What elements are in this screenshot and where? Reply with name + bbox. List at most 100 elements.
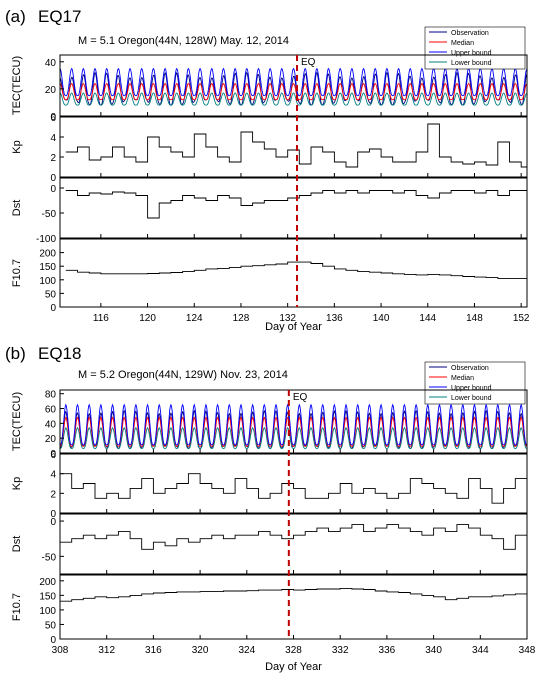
series-kp xyxy=(65,123,527,168)
y-axis-label: Kp xyxy=(11,140,23,153)
subplot-dst: -50 0 Dst xyxy=(11,513,528,575)
series-f107 xyxy=(65,261,527,279)
y-tick-label: 0 xyxy=(50,303,56,314)
y-axis-label: F10.7 xyxy=(11,259,23,287)
series-upper-bound xyxy=(60,67,527,97)
panel-label: (b) xyxy=(5,344,26,363)
x-tick-label: 336 xyxy=(379,645,396,656)
y-axis-label: F10.7 xyxy=(11,593,23,621)
series-kp xyxy=(60,473,527,504)
y-tick-label: 200 xyxy=(39,577,56,588)
x-tick-label: 124 xyxy=(186,313,203,324)
x-tick-label: 332 xyxy=(332,645,349,656)
y-tick-label: 60 xyxy=(45,405,57,416)
y-tick-label: 2 xyxy=(50,489,56,500)
x-tick-label: 128 xyxy=(233,313,250,324)
legend-entry: Median xyxy=(451,375,474,382)
subplot-f10-7: 0 50 100 150 200 F10.7 xyxy=(11,238,528,314)
y-tick-label: 0 xyxy=(50,509,56,520)
panel-name: EQ18 xyxy=(38,344,81,363)
plot-frame xyxy=(59,54,528,117)
y-axis-label: Kp xyxy=(11,477,23,490)
chart-title: M = 5.2 Oregon(44N, 129W) Nov. 23, 2014 xyxy=(78,369,288,381)
y-tick-label: 80 xyxy=(45,390,57,401)
y-tick-label: 40 xyxy=(45,58,57,69)
plot-frame xyxy=(59,574,528,640)
plot-frame xyxy=(59,177,528,239)
x-tick-label: 116 xyxy=(93,313,109,324)
x-tick-label: 340 xyxy=(425,645,442,656)
y-tick-label: 4 xyxy=(50,470,56,481)
subplot-tec-tecu-: Observation Median Upper bound Lower bound 0… xyxy=(11,361,528,460)
x-tick-label: 144 xyxy=(419,313,436,324)
x-axis-label: Day of Year xyxy=(265,321,322,333)
legend-entry: Lower bound xyxy=(451,395,492,402)
x-axis-label: Day of Year xyxy=(265,661,322,673)
y-axis-label: Dst xyxy=(11,536,23,553)
y-tick-label: 200 xyxy=(39,249,56,260)
subplot-kp: 0 2 4 6 Kp xyxy=(11,113,528,184)
x-tick-label: 308 xyxy=(52,645,69,656)
y-tick-label: 2 xyxy=(50,153,56,164)
x-tick-label: 324 xyxy=(238,645,255,656)
y-tick-label: 0 xyxy=(50,112,56,123)
eq-label: EQ xyxy=(301,57,316,68)
y-tick-label: 0 xyxy=(50,173,56,184)
panel-label: (a) xyxy=(5,7,26,26)
y-tick-label: 0 xyxy=(50,449,56,460)
y-tick-label: 0 xyxy=(50,517,56,528)
x-tick-label: 136 xyxy=(326,313,343,324)
y-tick-label: 6 xyxy=(50,450,56,461)
series-median xyxy=(60,416,527,447)
x-tick-label: 132 xyxy=(279,313,296,324)
x-tick-label: 328 xyxy=(285,645,302,656)
x-tick-label: 312 xyxy=(98,645,115,656)
legend-entry: Median xyxy=(451,40,474,47)
series-lower-bound xyxy=(60,427,527,450)
y-tick-label: 6 xyxy=(50,113,56,124)
series-dst xyxy=(60,524,527,550)
series-f107 xyxy=(60,587,527,602)
y-axis-label: TEC(TECU) xyxy=(11,392,23,451)
x-tick-label: 348 xyxy=(519,645,536,656)
legend-entry: Observation xyxy=(451,30,489,37)
y-tick-label: 0 xyxy=(50,635,56,646)
legend-entry: Observation xyxy=(451,365,489,372)
y-tick-label: 50 xyxy=(45,620,57,631)
x-tick-label: 320 xyxy=(192,645,209,656)
series-observation xyxy=(60,409,527,450)
series-lower-bound xyxy=(60,92,527,106)
chart-1: (b) EQ18 M = 5.2 Oregon(44N, 129W) Nov. 23… xyxy=(5,344,536,673)
y-tick-label: 150 xyxy=(39,591,56,602)
y-tick-label: 20 xyxy=(45,434,57,445)
x-tick-label: 152 xyxy=(513,313,530,324)
y-tick-label: 4 xyxy=(50,133,56,144)
subplot-tec-tecu-: Observation Median Upper bound Lower bound 0… xyxy=(11,26,528,123)
legend-entry: Upper bound xyxy=(451,385,492,392)
plot-frame xyxy=(59,513,528,575)
y-tick-label: -50 xyxy=(42,552,57,563)
series-observation xyxy=(60,71,527,106)
y-tick-label: 150 xyxy=(39,262,56,273)
x-tick-label: 316 xyxy=(145,645,162,656)
legend: Observation Median Upper bound Lower bound xyxy=(424,361,526,405)
series-median xyxy=(60,82,527,101)
legend: Observation Median Upper bound Lower bound xyxy=(424,26,526,70)
y-tick-label: 20 xyxy=(45,85,57,96)
plot-frame xyxy=(59,116,528,178)
legend-entry: Lower bound xyxy=(451,60,492,67)
y-tick-label: 100 xyxy=(39,276,56,287)
subplot-kp: 0 2 4 6 Kp xyxy=(11,450,528,520)
panel-name: EQ17 xyxy=(38,7,81,26)
subplot-dst: -100 -50 0 Dst xyxy=(11,177,528,245)
y-tick-label: -50 xyxy=(42,209,57,220)
series-upper-bound xyxy=(60,403,527,446)
y-tick-label: -100 xyxy=(36,234,56,245)
subplot-f10-7: 0 50 100 150 200 F10.7 xyxy=(11,574,528,646)
x-tick-label: 344 xyxy=(472,645,489,656)
series-dst xyxy=(65,190,527,219)
legend-entry: Upper bound xyxy=(451,50,492,57)
eq-label: EQ xyxy=(293,392,308,403)
y-tick-label: 100 xyxy=(39,606,56,617)
